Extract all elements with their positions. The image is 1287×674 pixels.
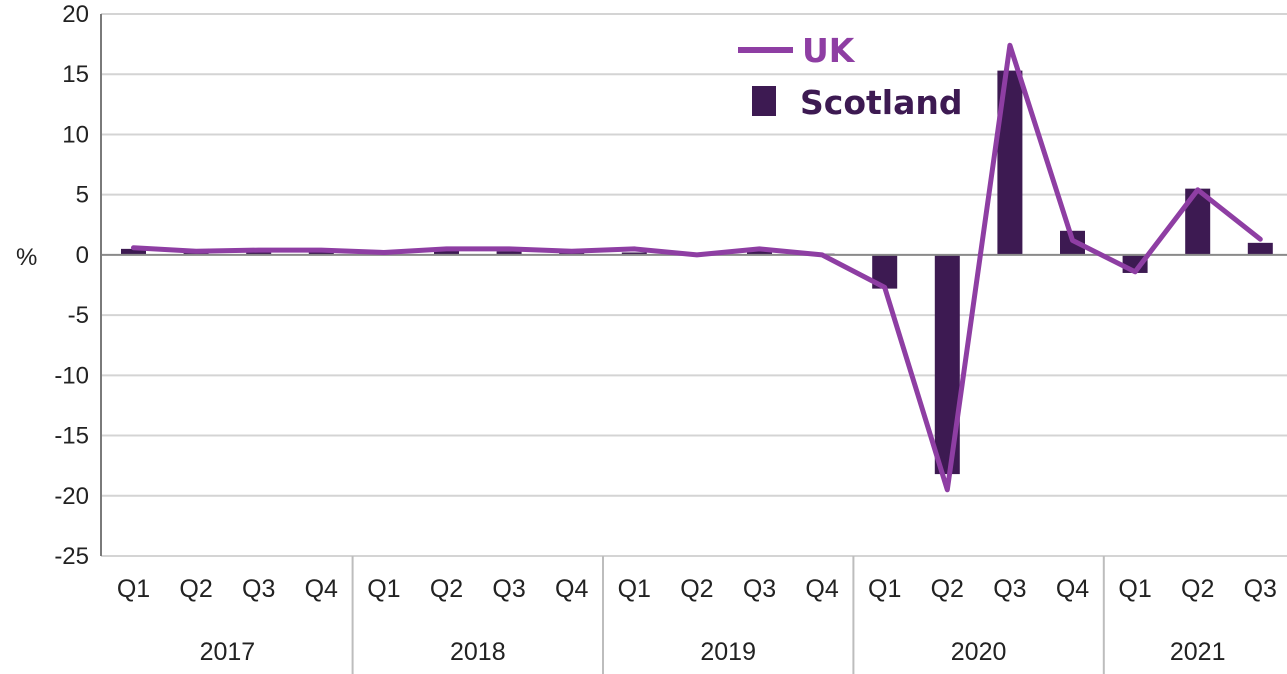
x-year-label: 2021 (1170, 638, 1226, 666)
y-tick-label: 20 (62, 1, 89, 28)
x-category-label: Q4 (305, 575, 338, 603)
scotland-bar (246, 251, 272, 255)
x-category-label: Q1 (868, 575, 901, 603)
x-category-label: Q2 (1181, 575, 1214, 603)
y-tick-label: -15 (54, 423, 89, 450)
scotland-bar (747, 251, 772, 255)
legend: UK Scotland (738, 31, 962, 122)
x-category-label: Q2 (179, 575, 212, 603)
legend-scotland-swatch (752, 86, 776, 116)
x-category-label: Q1 (117, 575, 150, 603)
uk-series-line (131, 42, 1263, 493)
x-year-label: 2018 (450, 638, 506, 666)
uk-line (131, 42, 1263, 493)
x-category-label: Q3 (993, 575, 1026, 603)
y-tick-label: 0 (76, 242, 89, 269)
x-category-label: Q1 (618, 575, 651, 603)
scotland-bar (121, 248, 146, 255)
x-category-label: Q1 (367, 575, 400, 603)
x-category-label: Q3 (1244, 575, 1277, 603)
x-category-label: Q3 (242, 575, 275, 603)
y-tick-label: 5 (76, 182, 89, 209)
grid-lines (101, 13, 1287, 557)
x-year-label: 2019 (700, 638, 756, 666)
x-year-label: 2017 (200, 638, 256, 666)
y-tick-label: 15 (62, 61, 89, 88)
legend-scotland-label: Scotland (800, 83, 962, 122)
x-category-label: Q4 (805, 575, 838, 603)
y-tick-label: -20 (54, 483, 89, 510)
scotland-bar (496, 251, 522, 255)
x-category-labels: Q1 Q2 Q3 Q4 Q1 Q2 Q3 Q4 Q1 Q2 Q3 Q4 Q1 Q2 Q3 Q4 Q1 Q2 Q3 (117, 575, 1277, 603)
y-axis-label: % (16, 244, 37, 271)
x-year-labels: 2017 2018 2019 2020 2021 (200, 556, 1226, 674)
scotland-bars (121, 70, 1273, 475)
x-category-label: Q4 (1056, 575, 1089, 603)
x-year-label: 2020 (951, 638, 1007, 666)
x-category-label: Q2 (430, 575, 463, 603)
scotland-bar (621, 252, 647, 255)
y-tick-label: 10 (62, 121, 89, 148)
scotland-bar (1247, 242, 1273, 255)
y-tick-labels: 20 15 10 5 0 -5 -10 -15 -20 -25 (54, 1, 89, 570)
x-category-label: Q3 (492, 575, 525, 603)
x-category-label: Q2 (680, 575, 713, 603)
y-tick-label: -10 (54, 362, 89, 389)
x-category-label: Q3 (743, 575, 776, 603)
y-tick-label: -5 (68, 302, 89, 329)
scotland-bar (308, 251, 334, 255)
legend-uk-label: UK (802, 31, 856, 70)
x-category-label: Q1 (1118, 575, 1151, 603)
scotland-bar (434, 250, 459, 255)
y-tick-label: -25 (54, 543, 89, 570)
x-category-label: Q4 (555, 575, 588, 603)
x-category-label: Q2 (931, 575, 964, 603)
